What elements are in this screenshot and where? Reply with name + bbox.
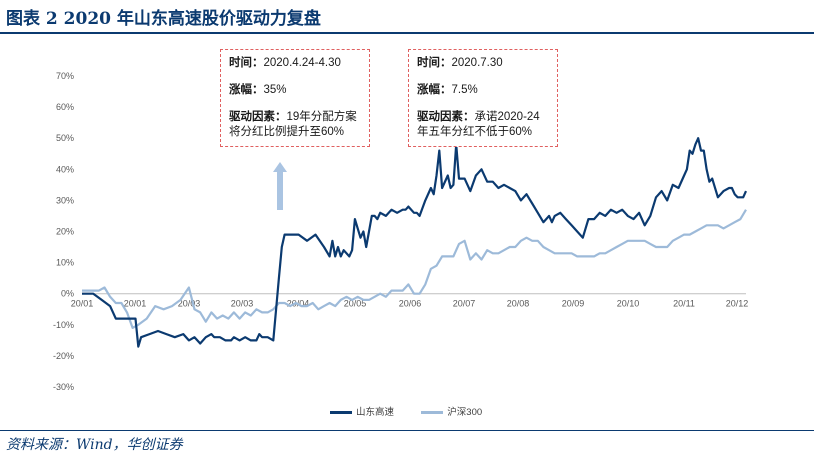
annotation-change-label: 涨幅： (417, 84, 452, 96)
footer-rule (0, 430, 814, 431)
y-tick-label: -20% (53, 351, 74, 361)
x-tick-label: 20/03 (178, 299, 201, 309)
y-tick-label: 30% (56, 195, 74, 205)
annotation-box-july: 时间：2020.7.30 涨幅：7.5% 驱动因素：承诺2020-24年五年分红… (408, 49, 558, 147)
y-tick-label: -30% (53, 382, 74, 392)
y-tick-label: 20% (56, 227, 74, 237)
x-tick-label: 20/06 (399, 299, 422, 309)
figure-title: 图表 2 2020 年山东高速股价驱动力复盘 (6, 9, 321, 29)
x-axis-ticks: 20/01 20/01 20/03 20/03 20/04 20/05 20/06 20/07… (71, 299, 749, 309)
annotation-change-value: 35% (263, 84, 287, 96)
chart-legend: 山东高速 沪深300 (330, 404, 482, 418)
annotation-change-label: 涨幅： (229, 84, 264, 96)
y-tick-label: 60% (56, 102, 74, 112)
y-tick-label: 50% (56, 133, 74, 143)
y-tick-label: 40% (56, 164, 74, 174)
annotation-change-value: 7.5% (451, 84, 478, 96)
y-tick-label: 70% (56, 71, 74, 81)
x-tick-label: 20/10 (617, 299, 640, 309)
source-note: 资料来源：Wind，华创证券 (6, 437, 183, 453)
x-tick-label: 20/12 (726, 299, 749, 309)
series-line-hs300 (82, 209, 747, 329)
x-tick-label: 20/09 (562, 299, 585, 309)
x-tick-label: 20/08 (507, 299, 530, 309)
legend-swatch-shandong-gaosu (330, 410, 352, 414)
x-tick-label: 20/07 (453, 299, 476, 309)
annotation-time-label: 时间： (229, 57, 264, 69)
y-axis-ticks: 70% 60% 50% 40% 30% 20% 10% 0% -10% -20% -30% (53, 71, 74, 392)
title-rule (0, 32, 814, 34)
y-tick-label: 10% (56, 258, 74, 268)
annotation-driver-label: 驱动因素： (229, 111, 287, 123)
legend-swatch-hs300 (421, 410, 444, 414)
annotation-driver-label: 驱动因素： (417, 111, 475, 123)
y-tick-label: -10% (53, 320, 74, 330)
y-tick-label: 0% (61, 289, 74, 299)
legend-label-shandong-gaosu: 山东高速 (356, 407, 395, 418)
x-tick-label: 20/01 (71, 299, 94, 309)
legend-label-hs300: 沪深300 (447, 407, 483, 418)
annotation-driver-value: 承诺2020-24年五年分红不低于60% (417, 111, 540, 138)
x-tick-label: 20/01 (124, 299, 147, 309)
x-tick-label: 20/11 (673, 299, 695, 309)
x-tick-label: 20/03 (231, 299, 254, 309)
annotation-driver-value: 19年分配方案将分红比例提升至60% (229, 111, 357, 138)
annotation-time-value: 2020.4.24-4.30 (263, 57, 341, 69)
up-arrow-icon (273, 162, 287, 210)
x-tick-label: 20/05 (344, 299, 367, 309)
annotation-time-label: 时间： (417, 57, 452, 69)
annotation-time-value: 2020.7.30 (451, 57, 503, 69)
annotation-box-april: 时间：2020.4.24-4.30 涨幅：35% 驱动因素：19年分配方案将分红… (220, 49, 370, 147)
series-line-shandong-gaosu (82, 137, 748, 348)
